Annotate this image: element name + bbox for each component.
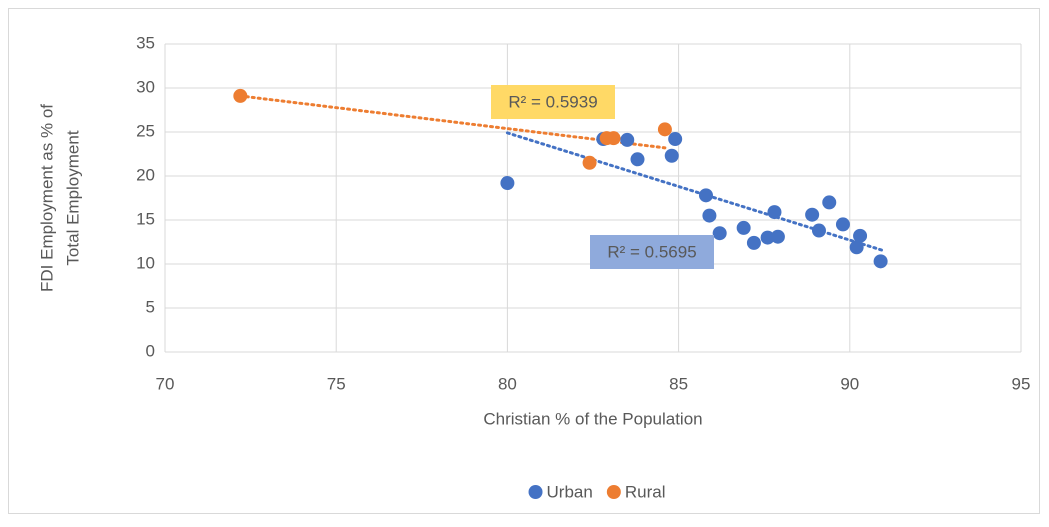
data-point (736, 220, 751, 235)
data-point (822, 195, 837, 210)
data-point (606, 131, 621, 146)
legend: Urban Rural (528, 482, 666, 501)
data-point (805, 207, 820, 222)
y-tick-label: 35 (136, 33, 155, 52)
data-point (500, 176, 515, 191)
data-point (668, 132, 683, 147)
y-axis-label: Total Employment (63, 130, 82, 265)
x-tick-label: 75 (327, 374, 346, 393)
data-point (698, 188, 713, 203)
y-tick-label: 10 (136, 253, 155, 272)
data-point (664, 148, 679, 163)
data-point (702, 208, 717, 223)
data-point (835, 217, 850, 232)
legend-marker (606, 485, 621, 499)
r2-label: R² = 0.5939 (508, 92, 597, 111)
r2-label: R² = 0.5695 (607, 242, 696, 261)
y-tick-label: 15 (136, 209, 155, 228)
x-tick-label: 90 (840, 374, 859, 393)
y-tick-label: 20 (136, 165, 155, 184)
data-point (233, 88, 248, 103)
x-axis-label: Christian % of the Population (483, 409, 702, 428)
x-tick-label: 80 (498, 374, 517, 393)
data-point (853, 228, 868, 243)
x-tick-label: 95 (1012, 374, 1031, 393)
data-point (657, 122, 672, 137)
data-point (620, 132, 635, 147)
y-tick-label: 25 (136, 121, 155, 140)
r2-label-box (491, 85, 615, 119)
data-point (712, 226, 727, 241)
x-tick-label: 70 (156, 374, 175, 393)
data-point (873, 254, 888, 269)
y-tick-label: 0 (146, 341, 155, 360)
data-point (760, 230, 775, 245)
data-point (770, 229, 785, 244)
data-point (582, 155, 597, 170)
y-tick-label: 5 (146, 297, 155, 316)
y-tick-label: 30 (136, 77, 155, 96)
data-point (630, 152, 645, 167)
data-point (767, 205, 782, 220)
y-axis-label: FDI Employment as % of (37, 104, 56, 292)
data-point (811, 223, 826, 238)
r2-label-box (590, 235, 714, 269)
x-tick-label: 85 (669, 374, 688, 393)
data-point (849, 240, 864, 255)
legend-label: Rural (625, 482, 666, 501)
legend-marker (528, 485, 543, 499)
legend-label: Urban (547, 482, 593, 501)
trendline (238, 94, 667, 150)
data-point (746, 235, 761, 250)
